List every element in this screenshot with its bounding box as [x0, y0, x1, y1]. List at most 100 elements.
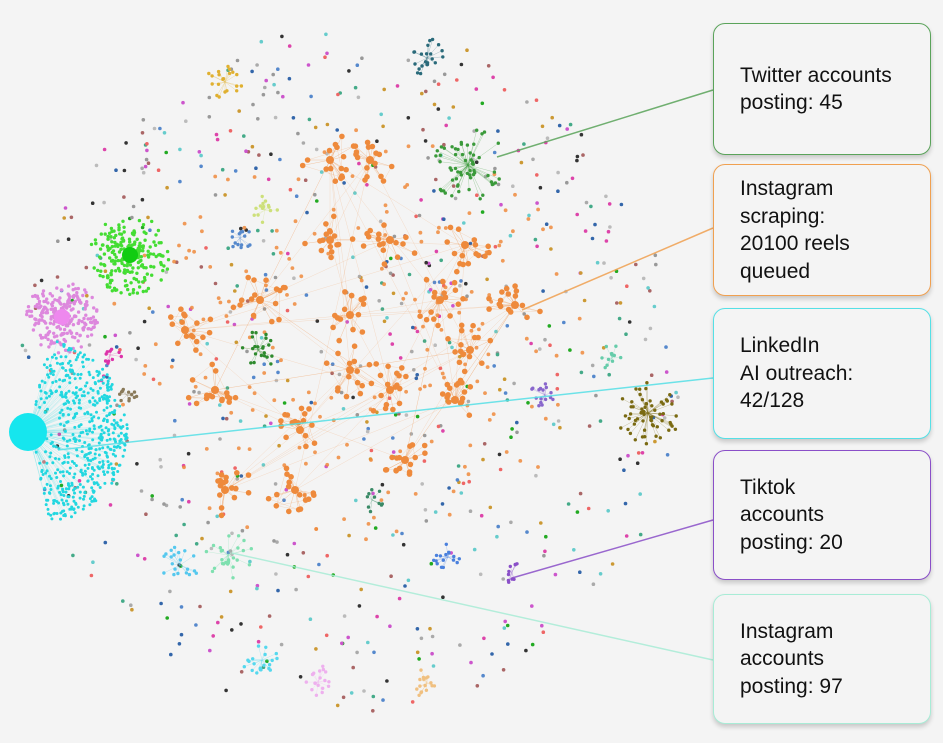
graph-node — [588, 424, 592, 428]
graph-node — [434, 510, 438, 514]
graph-node — [119, 426, 122, 429]
graph-node — [465, 48, 469, 52]
graph-node — [73, 473, 76, 476]
graph-node — [219, 513, 225, 519]
graph-node — [88, 447, 91, 450]
graph-node — [431, 144, 435, 148]
graph-node — [53, 370, 56, 373]
graph-node — [555, 272, 559, 276]
graph-node — [420, 52, 423, 55]
graph-node — [77, 339, 80, 342]
graph-node — [61, 362, 64, 365]
graph-node — [102, 470, 105, 473]
graph-node — [136, 554, 140, 558]
graph-node — [101, 368, 104, 371]
graph-node — [44, 411, 47, 414]
purple-cluster — [530, 382, 554, 407]
graph-node — [342, 696, 346, 700]
graph-node — [157, 229, 160, 232]
graph-node — [361, 296, 367, 302]
graph-node — [626, 454, 630, 458]
graph-node — [482, 253, 488, 259]
graph-node — [154, 244, 157, 247]
graph-node — [366, 495, 369, 498]
graph-node — [32, 328, 35, 331]
graph-node — [545, 222, 549, 226]
graph-node — [535, 173, 539, 177]
graph-node — [371, 709, 375, 713]
graph-node — [83, 504, 86, 507]
graph-node — [42, 289, 45, 292]
graph-node — [403, 235, 409, 241]
graph-node — [236, 558, 239, 561]
graph-node — [103, 431, 106, 434]
graph-node — [136, 346, 140, 350]
graph-node — [669, 423, 672, 426]
graph-node — [86, 327, 89, 330]
graph-node — [264, 79, 268, 83]
graph-node — [444, 226, 448, 230]
graph-node — [374, 526, 378, 530]
graph-node — [580, 133, 584, 137]
graph-node — [362, 437, 366, 441]
graph-node — [378, 373, 384, 379]
graph-node — [444, 286, 448, 290]
graph-node — [452, 251, 458, 257]
graph-node — [103, 482, 106, 485]
graph-node — [479, 197, 482, 200]
graph-node — [437, 226, 441, 230]
graph-node — [477, 328, 481, 332]
instagram-posting-callout-text: Instagram accounts posting: 97 — [740, 618, 843, 701]
graph-node — [472, 143, 475, 146]
graph-node — [205, 550, 208, 553]
graph-node — [269, 339, 272, 342]
graph-node — [102, 263, 105, 266]
graph-node — [199, 352, 203, 356]
graph-node — [457, 464, 461, 468]
graph-node — [272, 539, 276, 543]
graph-node — [493, 167, 497, 171]
graph-node — [312, 440, 318, 446]
graph-node — [509, 234, 513, 238]
graph-node — [306, 406, 312, 412]
graph-node — [242, 549, 245, 552]
graph-node — [534, 474, 538, 478]
graph-node — [620, 203, 624, 207]
graph-node — [128, 293, 131, 296]
graph-node — [208, 115, 212, 119]
graph-node — [428, 384, 432, 388]
graph-node — [232, 556, 235, 559]
graph-node — [649, 327, 653, 331]
graph-node — [55, 390, 58, 393]
graph-node — [104, 541, 108, 545]
graph-node — [280, 35, 284, 39]
graph-node — [98, 397, 101, 400]
graph-node — [437, 425, 441, 429]
graph-node — [594, 394, 598, 398]
graph-node — [423, 339, 427, 343]
graph-node — [280, 643, 284, 647]
graph-node — [149, 265, 152, 268]
graph-node — [142, 223, 145, 226]
graph-node — [239, 227, 243, 231]
graph-node — [476, 684, 480, 688]
graph-node — [103, 252, 106, 255]
graph-node — [109, 438, 112, 441]
graph-node — [210, 547, 214, 551]
graph-node — [158, 127, 162, 131]
graph-node — [294, 219, 298, 223]
graph-node — [247, 230, 250, 233]
graph-node — [95, 411, 98, 414]
graph-node — [384, 402, 390, 408]
graph-node — [314, 647, 318, 651]
graph-node — [512, 382, 516, 386]
graph-node — [109, 503, 113, 507]
graph-node — [408, 462, 414, 468]
graph-node — [48, 395, 51, 398]
graph-node — [128, 331, 132, 335]
graph-node — [34, 305, 37, 308]
graph-node — [455, 177, 458, 180]
graph-node — [24, 349, 28, 353]
graph-node — [240, 243, 243, 246]
graph-node — [556, 171, 560, 175]
